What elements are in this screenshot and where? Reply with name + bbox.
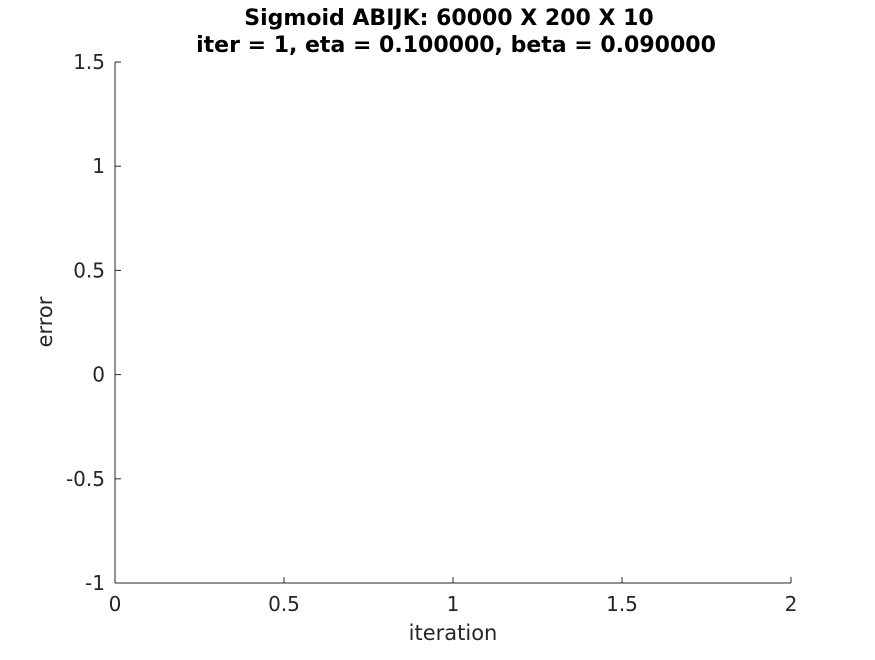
y-tick-label: 0.5: [73, 258, 105, 282]
y-tick-label: 1.5: [73, 50, 105, 74]
x-tick-label: 0: [109, 592, 122, 616]
x-tick-label: 0.5: [268, 592, 300, 616]
x-ticks: 0 0.5 1 1.5 2: [109, 577, 798, 616]
plot-area: 0 0.5 1 1.5 2 -1 -0.5 0 0.5 1 1.5: [66, 50, 797, 616]
y-tick-label: -0.5: [66, 467, 105, 491]
x-axis-label: iteration: [409, 621, 498, 645]
y-tick-label: 0: [92, 363, 105, 387]
x-tick-label: 1: [447, 592, 460, 616]
y-tick-label: 1: [92, 154, 105, 178]
chart-subtitle: iter = 1, eta = 0.100000, beta = 0.09000…: [196, 33, 716, 58]
y-ticks: -1 -0.5 0 0.5 1 1.5: [66, 50, 121, 595]
x-tick-label: 2: [785, 592, 798, 616]
y-tick-label: -1: [85, 571, 105, 595]
y-axis-label: error: [33, 296, 57, 347]
chart-title: Sigmoid ABIJK: 60000 X 200 X 10: [244, 6, 653, 31]
x-tick-label: 1.5: [606, 592, 638, 616]
